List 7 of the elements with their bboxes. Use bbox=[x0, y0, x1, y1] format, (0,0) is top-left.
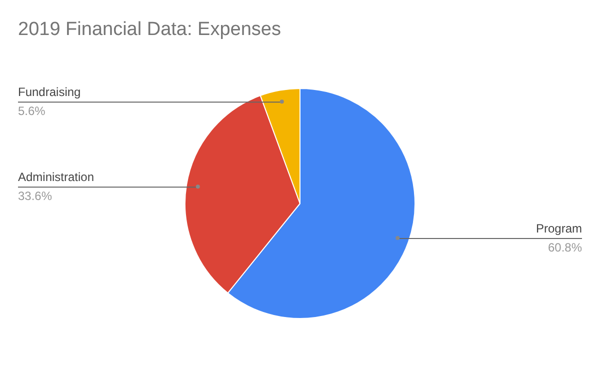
slice-label: Program bbox=[536, 221, 582, 236]
data-label: 33.6% bbox=[18, 188, 52, 203]
chart-title: 2019 Financial Data: Expenses bbox=[18, 19, 281, 41]
slice-label: Administration bbox=[18, 170, 94, 184]
data-label: 5.6% bbox=[18, 104, 46, 118]
data-label: 60.8% bbox=[548, 240, 582, 254]
slice-label: Fundraising bbox=[18, 84, 81, 99]
